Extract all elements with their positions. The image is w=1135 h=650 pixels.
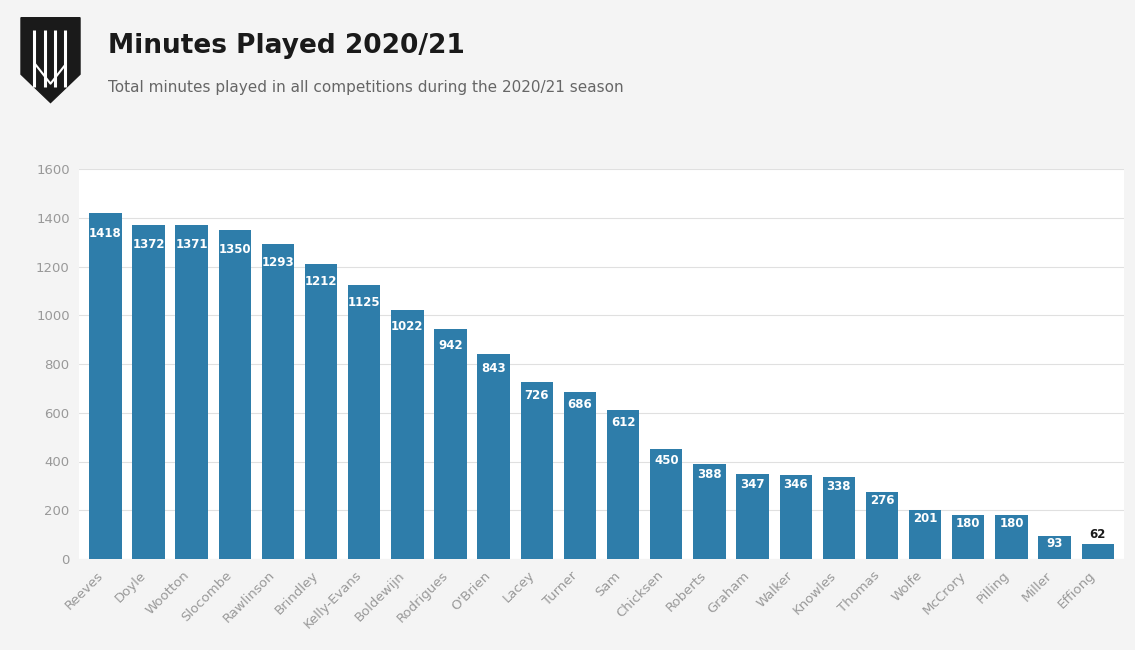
Text: 450: 450: [654, 454, 679, 467]
Bar: [693, 464, 725, 559]
Text: 180: 180: [999, 517, 1024, 530]
Bar: [909, 510, 941, 559]
Bar: [737, 474, 768, 559]
Bar: [219, 230, 251, 559]
Text: 1372: 1372: [133, 238, 165, 251]
Text: 1350: 1350: [218, 243, 251, 256]
Bar: [1039, 536, 1070, 559]
Bar: [435, 330, 466, 559]
Text: 612: 612: [611, 416, 636, 429]
Text: 93: 93: [1046, 538, 1062, 551]
Text: 388: 388: [697, 468, 722, 481]
Text: 1125: 1125: [348, 296, 380, 309]
Bar: [607, 410, 639, 559]
Text: 1293: 1293: [262, 257, 294, 270]
Text: 338: 338: [826, 480, 851, 493]
Text: 1212: 1212: [305, 276, 337, 289]
Polygon shape: [22, 18, 79, 103]
Bar: [564, 392, 596, 559]
Text: 180: 180: [956, 517, 981, 530]
Text: 347: 347: [740, 478, 765, 491]
Bar: [650, 449, 682, 559]
Text: 942: 942: [438, 339, 463, 352]
Bar: [780, 474, 812, 559]
Bar: [521, 382, 553, 559]
Text: 62: 62: [1090, 528, 1105, 541]
Text: 686: 686: [568, 398, 592, 411]
Text: 843: 843: [481, 362, 506, 375]
Bar: [823, 476, 855, 559]
Text: 1022: 1022: [392, 320, 423, 333]
Text: 726: 726: [524, 389, 549, 402]
Bar: [176, 225, 208, 559]
Bar: [478, 354, 510, 559]
Bar: [90, 213, 121, 559]
Text: 1418: 1418: [89, 227, 121, 240]
Bar: [305, 264, 337, 559]
Bar: [866, 491, 898, 559]
Bar: [133, 225, 165, 559]
Text: Minutes Played 2020/21: Minutes Played 2020/21: [108, 32, 464, 58]
Text: 1371: 1371: [176, 238, 208, 251]
Bar: [1082, 544, 1113, 559]
Bar: [392, 310, 423, 559]
Text: 276: 276: [869, 495, 894, 508]
Bar: [262, 244, 294, 559]
Text: Total minutes played in all competitions during the 2020/21 season: Total minutes played in all competitions…: [108, 79, 623, 94]
Text: 346: 346: [783, 478, 808, 491]
Bar: [348, 285, 380, 559]
Bar: [952, 515, 984, 559]
Text: 201: 201: [913, 512, 938, 525]
Bar: [995, 515, 1027, 559]
